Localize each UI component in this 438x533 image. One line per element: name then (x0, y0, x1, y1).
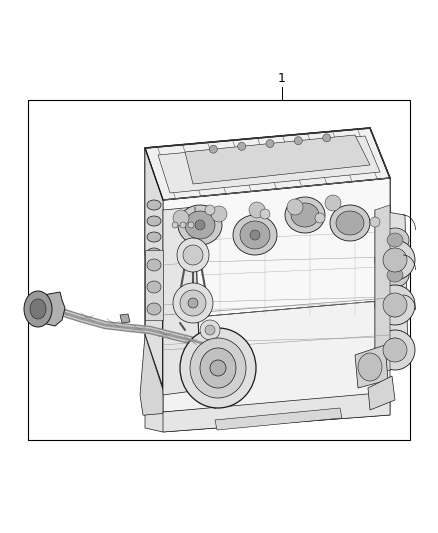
Polygon shape (140, 335, 163, 420)
Polygon shape (215, 408, 342, 430)
Polygon shape (120, 314, 130, 323)
Ellipse shape (387, 233, 403, 247)
Ellipse shape (147, 281, 161, 293)
Ellipse shape (147, 232, 161, 242)
Polygon shape (145, 128, 390, 200)
Ellipse shape (383, 338, 407, 362)
Ellipse shape (375, 330, 415, 370)
Polygon shape (375, 205, 390, 375)
Polygon shape (163, 178, 390, 320)
Ellipse shape (381, 263, 409, 287)
Ellipse shape (185, 211, 215, 239)
Ellipse shape (383, 293, 407, 317)
Polygon shape (145, 148, 163, 265)
Ellipse shape (178, 205, 222, 245)
Ellipse shape (315, 213, 325, 223)
Polygon shape (38, 292, 65, 326)
Ellipse shape (266, 140, 274, 148)
Polygon shape (368, 376, 395, 410)
Ellipse shape (205, 205, 215, 215)
Ellipse shape (240, 221, 270, 249)
Ellipse shape (383, 248, 407, 272)
Ellipse shape (238, 142, 246, 150)
Ellipse shape (24, 291, 52, 327)
Ellipse shape (387, 268, 403, 282)
Ellipse shape (210, 360, 226, 376)
Ellipse shape (323, 134, 331, 142)
Ellipse shape (287, 199, 303, 215)
Polygon shape (185, 135, 370, 184)
Ellipse shape (147, 248, 161, 258)
Ellipse shape (285, 197, 325, 233)
Ellipse shape (30, 299, 46, 319)
Ellipse shape (205, 325, 215, 335)
Ellipse shape (387, 338, 403, 352)
Ellipse shape (190, 338, 246, 398)
Ellipse shape (195, 220, 205, 230)
Ellipse shape (249, 202, 265, 218)
Polygon shape (375, 210, 408, 370)
Polygon shape (355, 345, 388, 388)
Polygon shape (145, 250, 163, 320)
Text: 1: 1 (278, 71, 286, 85)
Ellipse shape (177, 238, 209, 272)
Polygon shape (163, 392, 390, 432)
Ellipse shape (294, 136, 302, 144)
Ellipse shape (291, 203, 319, 227)
Ellipse shape (325, 195, 341, 211)
Ellipse shape (209, 145, 217, 153)
Ellipse shape (370, 217, 380, 227)
Ellipse shape (375, 285, 415, 325)
Ellipse shape (387, 303, 403, 317)
Ellipse shape (381, 333, 409, 357)
Bar (28, 100, 410, 440)
Ellipse shape (180, 290, 206, 316)
Polygon shape (158, 136, 380, 193)
Ellipse shape (147, 259, 161, 271)
Ellipse shape (358, 353, 382, 381)
Ellipse shape (173, 210, 189, 226)
Ellipse shape (172, 222, 178, 228)
Ellipse shape (188, 298, 198, 308)
Polygon shape (163, 300, 390, 412)
Ellipse shape (147, 303, 161, 315)
Polygon shape (163, 178, 390, 390)
Ellipse shape (381, 298, 409, 322)
Ellipse shape (381, 228, 409, 252)
Ellipse shape (330, 205, 370, 241)
Polygon shape (145, 395, 390, 432)
Ellipse shape (200, 348, 236, 388)
Ellipse shape (180, 328, 256, 408)
Ellipse shape (188, 222, 194, 228)
Ellipse shape (173, 283, 213, 323)
Ellipse shape (147, 216, 161, 226)
Ellipse shape (183, 245, 203, 265)
Ellipse shape (200, 320, 220, 340)
Ellipse shape (147, 200, 161, 210)
Ellipse shape (260, 209, 270, 219)
Polygon shape (163, 207, 200, 395)
Ellipse shape (375, 240, 415, 280)
Ellipse shape (233, 215, 277, 255)
Ellipse shape (336, 211, 364, 235)
Ellipse shape (211, 206, 227, 222)
Polygon shape (145, 148, 163, 388)
Ellipse shape (250, 230, 260, 240)
Ellipse shape (180, 222, 186, 228)
